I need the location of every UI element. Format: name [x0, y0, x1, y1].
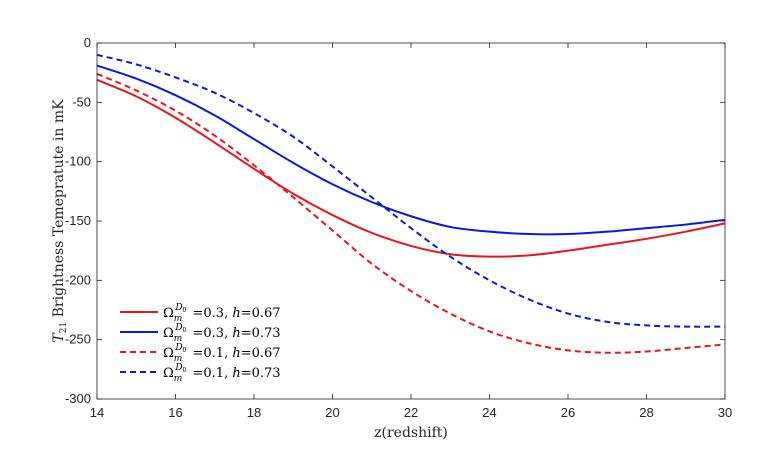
x-axis-label: z(redshift): [374, 425, 448, 441]
y-axis-label: T21 Brightness Temepratute in mK: [51, 99, 69, 343]
legend-entry-1: ΩmD0 =0.3, h=0.67: [163, 303, 281, 324]
x-tick-label: 30: [718, 405, 732, 420]
x-tick-label: 14: [90, 405, 104, 420]
x-tick-label: 22: [404, 405, 418, 420]
y-tick-label: -200: [65, 272, 91, 287]
series-line-3: [96, 72, 726, 354]
y-tick-label: -150: [65, 213, 91, 228]
y-tick-label: -50: [72, 94, 91, 109]
y-tick-label: -250: [65, 332, 91, 347]
x-tick-label: 16: [168, 405, 182, 420]
y-tick-label: 0: [84, 35, 91, 50]
legend-entry-2: ΩmD0 =0.3, h=0.73: [163, 323, 281, 344]
x-tick-label: 28: [639, 405, 653, 420]
x-tick-label: 18: [247, 405, 261, 420]
series-line-2: [96, 64, 726, 236]
legend-entry-3: ΩmD0 =0.1, h=0.67: [163, 343, 281, 364]
x-tick-label: 26: [561, 405, 575, 420]
y-tick-label: -100: [65, 154, 91, 169]
legend-entry-4: ΩmD0 =0.1, h=0.73: [163, 363, 281, 384]
x-tick-label: 20: [325, 405, 339, 420]
tick-labels: 14 16 18 20 22 24 26 28 30 0 -50 -100 -150 -200 -250 -3…: [65, 35, 732, 420]
series-line-1: [96, 78, 726, 258]
y-tick-label: -300: [65, 391, 91, 406]
x-tick-label: 24: [482, 405, 496, 420]
series-lines: [96, 53, 726, 354]
series-line-4: [96, 53, 726, 328]
plot-frame: [96, 42, 726, 400]
